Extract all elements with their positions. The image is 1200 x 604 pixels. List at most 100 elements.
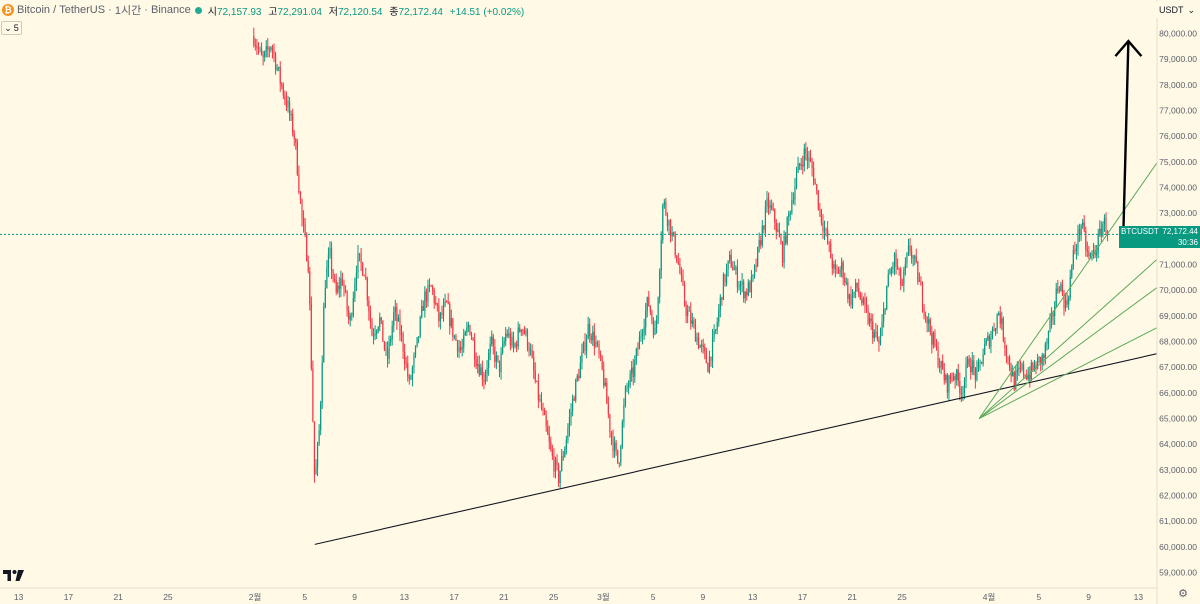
candle-body xyxy=(598,344,600,355)
price-tick-label: 61,000.00 xyxy=(1159,516,1197,526)
candle-body xyxy=(271,47,274,51)
candle-body xyxy=(783,235,785,263)
candle-body xyxy=(959,380,961,394)
time-tick-label: 13 xyxy=(400,592,410,602)
candle-body xyxy=(1008,357,1011,369)
candle-body xyxy=(935,345,938,348)
indicator-toggle-button[interactable]: ⌄ 5 xyxy=(1,21,22,35)
candle-body xyxy=(582,341,585,352)
candle-body xyxy=(523,330,525,334)
candle-body xyxy=(1019,367,1022,369)
candle-body xyxy=(704,346,706,352)
time-tick-label: 4월 xyxy=(983,592,996,602)
candle-body xyxy=(1022,363,1025,375)
candle-body xyxy=(834,264,837,269)
candle-body xyxy=(789,212,791,214)
candle-body xyxy=(887,274,889,286)
candle-body xyxy=(994,328,997,331)
candle-body xyxy=(502,343,504,353)
settings-gear-icon[interactable]: ⚙ xyxy=(1178,588,1188,600)
symbol-exchange[interactable]: Binance xyxy=(151,4,191,16)
candle-body xyxy=(475,359,477,367)
candle-body xyxy=(478,364,480,376)
candle-body xyxy=(705,351,707,364)
time-tick-label: 5 xyxy=(1036,592,1041,602)
tradingview-logo-icon[interactable] xyxy=(3,568,25,582)
candle-body xyxy=(621,421,623,447)
candle-body xyxy=(321,362,323,403)
candle-body xyxy=(537,381,539,401)
candle-body xyxy=(427,284,429,302)
currency-button[interactable]: USDT ⌄ xyxy=(1156,2,1198,18)
candle-body xyxy=(483,379,485,382)
candle-body xyxy=(332,271,334,279)
price-tick-label: 60,000.00 xyxy=(1159,542,1197,552)
candle-body xyxy=(463,335,465,348)
candle-body xyxy=(1096,252,1098,256)
candle-body xyxy=(711,336,714,361)
candle-body xyxy=(522,329,524,331)
candle-body xyxy=(839,269,841,274)
candle-body xyxy=(298,174,300,193)
candle-body xyxy=(446,301,448,303)
symbol-name[interactable]: Bitcoin xyxy=(17,4,51,16)
candle-body xyxy=(722,274,725,300)
candle-body xyxy=(374,333,376,336)
candle-body xyxy=(438,305,440,322)
candle-body xyxy=(369,311,372,322)
candle-body xyxy=(1047,330,1050,344)
candle-body xyxy=(942,360,944,370)
candle-body xyxy=(797,163,799,173)
candle-body xyxy=(1029,374,1031,380)
candle-series xyxy=(253,27,1109,489)
candle-body xyxy=(1013,372,1015,390)
candle-body xyxy=(397,317,400,322)
candle-body xyxy=(949,375,952,380)
candle-body xyxy=(781,243,784,263)
candle-body xyxy=(460,347,462,350)
candle-body xyxy=(702,344,704,347)
candle-body xyxy=(304,224,306,235)
candle-body xyxy=(467,325,469,328)
symbol-interval[interactable]: 1시간 xyxy=(114,5,142,17)
candle-body xyxy=(1012,372,1014,377)
candle-body xyxy=(559,470,561,484)
candle-body xyxy=(966,358,969,365)
candle-body xyxy=(366,278,368,301)
candle-body xyxy=(1057,288,1059,291)
candle-body xyxy=(668,219,670,226)
candle-body xyxy=(565,439,567,449)
candle-body xyxy=(750,276,753,293)
candle-body xyxy=(1005,348,1008,358)
high-label: 고 xyxy=(268,6,278,18)
candle-body xyxy=(847,281,849,299)
candle-body xyxy=(792,199,795,201)
candle-body xyxy=(757,246,759,267)
candle-body xyxy=(309,271,311,305)
symbol-quote[interactable]: TetherUS xyxy=(59,4,106,16)
candle-body xyxy=(386,348,389,359)
candle-body xyxy=(1040,356,1042,365)
candle-body xyxy=(307,260,309,272)
candle-body xyxy=(1033,364,1036,370)
candle-body xyxy=(906,253,908,264)
candle-body xyxy=(1052,313,1054,317)
bar-countdown: 30:36 xyxy=(1177,238,1198,247)
candle-body xyxy=(382,320,384,342)
candle-body xyxy=(1072,250,1074,266)
candle-body xyxy=(746,292,748,296)
candle-body xyxy=(1078,229,1081,235)
candle-body xyxy=(404,351,406,364)
candle-body xyxy=(980,361,983,364)
candle-body xyxy=(268,49,270,51)
candle-body xyxy=(848,294,850,299)
candle-body xyxy=(394,307,396,313)
candle-body xyxy=(844,277,846,283)
candle-body xyxy=(474,340,476,360)
candle-body xyxy=(663,201,665,205)
candle-body xyxy=(645,310,647,328)
candle-body xyxy=(806,153,809,161)
candle-body xyxy=(603,369,605,386)
